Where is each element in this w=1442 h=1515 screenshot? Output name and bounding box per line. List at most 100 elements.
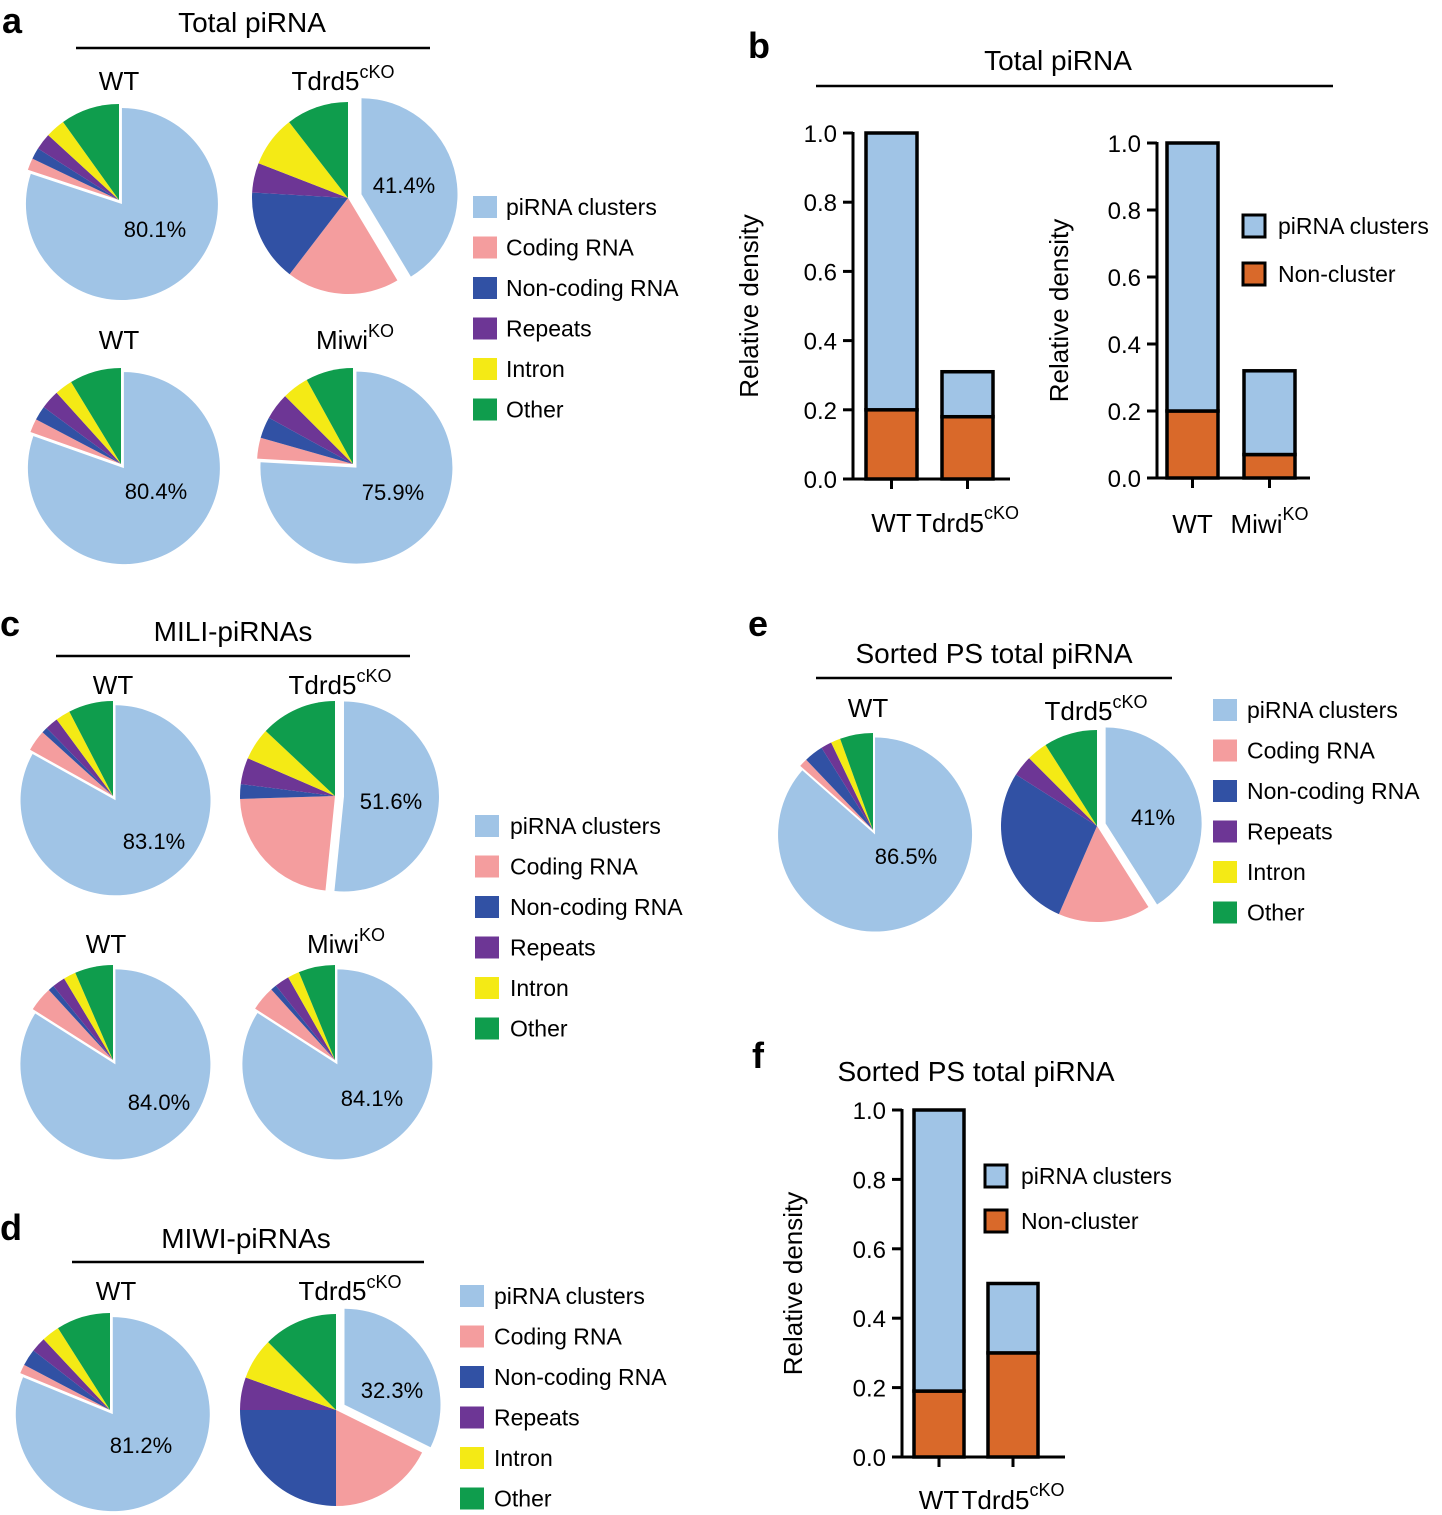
x-category-label: WT	[1172, 509, 1213, 539]
panel-letter-c: c	[0, 603, 20, 644]
legend-item: Intron	[1213, 859, 1306, 885]
legend-label: Non-coding RNA	[494, 1364, 667, 1390]
legend-label: Non-cluster	[1021, 1208, 1139, 1234]
legend-item: piRNA clusters	[475, 813, 661, 839]
pie-group-label-text: WT	[848, 693, 889, 723]
pie-slice-other	[840, 733, 873, 830]
pie-percent-label: 83.1%	[123, 829, 185, 854]
pie-percent-label: 80.4%	[125, 479, 187, 504]
legend-item: Repeats	[460, 1405, 580, 1431]
pie-group-label: WT	[86, 929, 127, 959]
legend-swatch	[473, 358, 497, 380]
legend-item: Intron	[475, 975, 569, 1001]
y-tick-label: 0.0	[853, 1445, 886, 1472]
pie-slice-other	[75, 965, 113, 1060]
pie-slice-other	[1045, 730, 1097, 826]
pie-slice-repeats	[37, 135, 119, 200]
pie-slice-pirna-clusters	[242, 969, 433, 1160]
pie-group-label-text: WT	[99, 66, 140, 96]
pie-group-label: WT	[93, 670, 134, 700]
legend-swatch	[460, 1406, 484, 1429]
pie-slice-repeats	[240, 1377, 336, 1410]
pie-group-label-sup: cKO	[356, 666, 391, 686]
x-category-label-text: WT	[871, 508, 912, 538]
legend-label: Non-coding RNA	[1247, 778, 1420, 804]
bar-chart-b-0: 0.0 0.2 0.4 0.6 0.8 1.0 Relative density	[734, 121, 1010, 494]
legend-item: Other	[1213, 900, 1305, 926]
legend-swatch	[1241, 261, 1267, 287]
legend-item: Other	[460, 1486, 552, 1512]
pie-slice-coding-rna	[30, 419, 121, 464]
pie-group-label-text: Tdrd5	[1045, 696, 1113, 726]
bar-segment-pirna-clusters	[912, 1108, 966, 1393]
pie-slice-intron	[247, 730, 335, 796]
legend-label: Other	[494, 1486, 552, 1512]
pie-slice-intron	[831, 738, 873, 830]
pie-slice-intron	[48, 121, 120, 200]
pie-percent-label: 41%	[1131, 805, 1175, 830]
pie-slice-coding-rna	[27, 158, 119, 200]
pie-slice-coding-rna	[257, 437, 353, 464]
x-category-label: Tdrd5cKO	[916, 503, 1019, 538]
pie-slice-intron	[258, 122, 348, 198]
legend-item: Coding RNA	[473, 235, 634, 261]
legend-label: Repeats	[510, 935, 596, 961]
pie-slice-pirna-clusters	[344, 1308, 441, 1448]
legend-item: Non-coding RNA	[460, 1364, 667, 1390]
legend-item: Repeats	[1213, 819, 1333, 845]
legend-swatch	[475, 815, 499, 837]
legend-label: Repeats	[506, 316, 592, 342]
pie-group-label: WT	[96, 1276, 137, 1306]
y-tick-label: 0.2	[1108, 399, 1141, 426]
legend-label: piRNA clusters	[1247, 697, 1398, 723]
pie-slice-repeats	[252, 163, 348, 198]
y-tick-label: 0.4	[853, 1306, 886, 1333]
pie-slice-repeats	[1015, 758, 1097, 826]
pie-slice-other	[69, 701, 113, 796]
legend-item: Intron	[460, 1445, 553, 1471]
legend-swatch	[475, 855, 499, 878]
legend-item: Non-cluster	[1241, 261, 1396, 287]
y-tick-label: 0.6	[1108, 265, 1141, 292]
pie-slice-non-coding-rna	[240, 784, 335, 799]
pie-slice-other	[298, 965, 335, 1060]
legend-item: Coding RNA	[475, 854, 638, 880]
pie-a-2	[27, 368, 220, 565]
x-category-label-text: Tdrd5	[916, 508, 984, 538]
pie-slice-other	[63, 104, 119, 200]
pie-group-label-sup: KO	[368, 321, 394, 341]
bar-segment-pirna-clusters	[1165, 141, 1220, 413]
bar-segment-non-cluster	[940, 414, 995, 481]
pie-group-label: WT	[848, 693, 889, 723]
pie-slice-intron	[245, 1342, 336, 1410]
panel-title-c: MILI-piRNAs	[154, 616, 313, 647]
legend-item: piRNA clusters	[1213, 697, 1398, 723]
legend-swatch	[460, 1487, 484, 1510]
legend-label: Coding RNA	[494, 1324, 622, 1350]
y-tick-label: 0.8	[804, 190, 837, 217]
legend-swatch	[473, 236, 497, 259]
pie-slice-pirna-clusters	[334, 701, 439, 892]
pie-a-0	[25, 104, 218, 301]
x-category-label-text: Tdrd5	[962, 1485, 1030, 1515]
bar-segment-pirna-clusters	[864, 131, 919, 412]
pie-slice-pirna-clusters	[361, 98, 458, 277]
legend-item: Other	[473, 397, 564, 423]
pie-group-label: MiwiKO	[316, 321, 394, 355]
legend-item: Repeats	[473, 316, 592, 342]
pie-slice-pirna-clusters	[25, 108, 218, 301]
pie-slice-coding-rna	[800, 759, 873, 830]
legend-label: Non-coding RNA	[506, 275, 679, 301]
x-category-label-text: Miwi	[1230, 509, 1282, 539]
pie-slice-coding-rna	[240, 796, 335, 891]
pie-percent-label: 75.9%	[362, 480, 424, 505]
pie-slice-repeats	[43, 392, 121, 464]
pie-slice-other	[265, 701, 335, 796]
legend-label: piRNA clusters	[506, 194, 657, 220]
legend-item: piRNA clusters	[460, 1283, 645, 1309]
pie-group-label: MiwiKO	[307, 925, 385, 959]
y-tick-label: 1.0	[853, 1098, 886, 1125]
pie-slice-pirna-clusters	[1105, 727, 1202, 905]
y-tick-label: 0.4	[1108, 332, 1141, 359]
pie-group-label-sup: cKO	[1112, 692, 1147, 712]
